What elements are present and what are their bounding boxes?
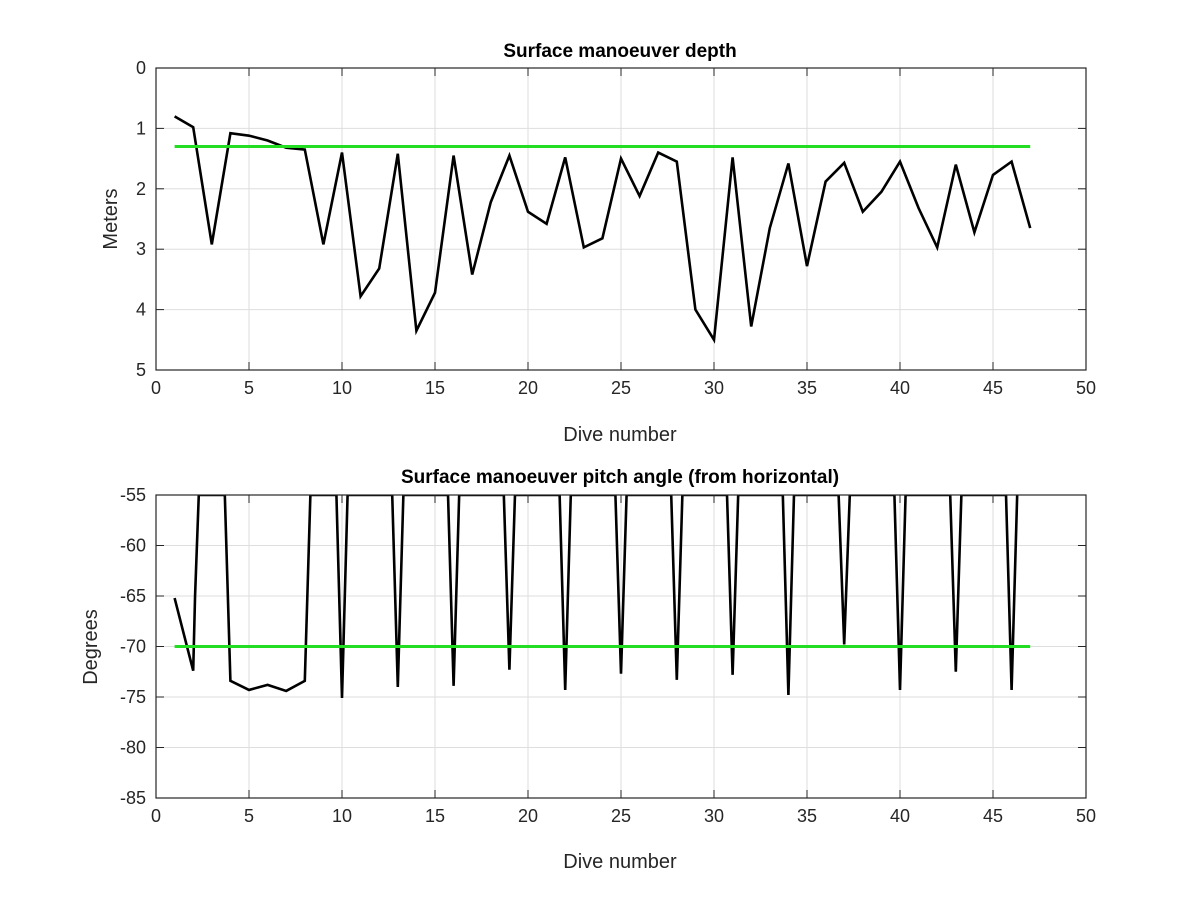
pitch-x-tick-label: 0 bbox=[151, 806, 161, 826]
pitch-x-tick-label: 45 bbox=[983, 806, 1003, 826]
depth-x-tick-label: 35 bbox=[797, 378, 817, 398]
pitch-y-tick-label: -60 bbox=[120, 536, 146, 556]
pitch-y-tick-label: -85 bbox=[120, 788, 146, 808]
pitch-chart-title: Surface manoeuver pitch angle (from hori… bbox=[401, 467, 839, 488]
pitch-data-line bbox=[173, 495, 1019, 699]
depth-subplot: Surface manoeuver depth Dive number Mete… bbox=[100, 41, 1096, 446]
pitch-subplot: Surface manoeuver pitch angle (from hori… bbox=[80, 467, 1096, 873]
pitch-y-tick-label: -70 bbox=[120, 637, 146, 657]
pitch-x-tick-label: 10 bbox=[332, 806, 352, 826]
depth-y-axis-label: Meters bbox=[100, 188, 122, 249]
pitch-x-tick-label: 25 bbox=[611, 806, 631, 826]
depth-x-tick-label: 20 bbox=[518, 378, 538, 398]
pitch-y-tick-label: -65 bbox=[120, 586, 146, 606]
pitch-y-tick-label: -80 bbox=[120, 738, 146, 758]
pitch-x-tick-label: 35 bbox=[797, 806, 817, 826]
pitch-series-group bbox=[173, 495, 1031, 699]
depth-x-tick-label: 45 bbox=[983, 378, 1003, 398]
depth-x-tick-label: 5 bbox=[244, 378, 254, 398]
pitch-x-tick-label: 20 bbox=[518, 806, 538, 826]
depth-y-tick-label: 5 bbox=[136, 360, 146, 380]
pitch-y-axis-label: Degrees bbox=[80, 609, 102, 685]
depth-chart-title: Surface manoeuver depth bbox=[503, 41, 736, 62]
depth-x-tick-label: 40 bbox=[890, 378, 910, 398]
depth-y-tick-label: 4 bbox=[136, 300, 146, 320]
depth-y-tick-label: 2 bbox=[136, 179, 146, 199]
depth-x-tick-label: 0 bbox=[151, 378, 161, 398]
pitch-y-tick-label: -55 bbox=[120, 485, 146, 505]
depth-y-tick-label: 1 bbox=[136, 118, 146, 138]
pitch-x-tick-label: 30 bbox=[704, 806, 724, 826]
depth-y-tick-label: 3 bbox=[136, 239, 146, 259]
depth-x-tick-label: 25 bbox=[611, 378, 631, 398]
pitch-x-tick-label: 15 bbox=[425, 806, 445, 826]
pitch-x-tick-label: 40 bbox=[890, 806, 910, 826]
depth-x-tick-label: 15 bbox=[425, 378, 445, 398]
depth-x-axis-label: Dive number bbox=[563, 424, 677, 446]
pitch-x-axis-label: Dive number bbox=[563, 851, 677, 873]
depth-series-group bbox=[173, 115, 1032, 344]
depth-y-tick-label: 0 bbox=[136, 58, 146, 78]
depth-x-tick-label: 30 bbox=[704, 378, 724, 398]
depth-data-line bbox=[173, 115, 1032, 344]
pitch-x-tick-label: 50 bbox=[1076, 806, 1096, 826]
depth-x-tick-label: 10 bbox=[332, 378, 352, 398]
pitch-y-tick-label: -75 bbox=[120, 687, 146, 707]
depth-x-tick-label: 50 bbox=[1076, 378, 1096, 398]
pitch-x-tick-label: 5 bbox=[244, 806, 254, 826]
